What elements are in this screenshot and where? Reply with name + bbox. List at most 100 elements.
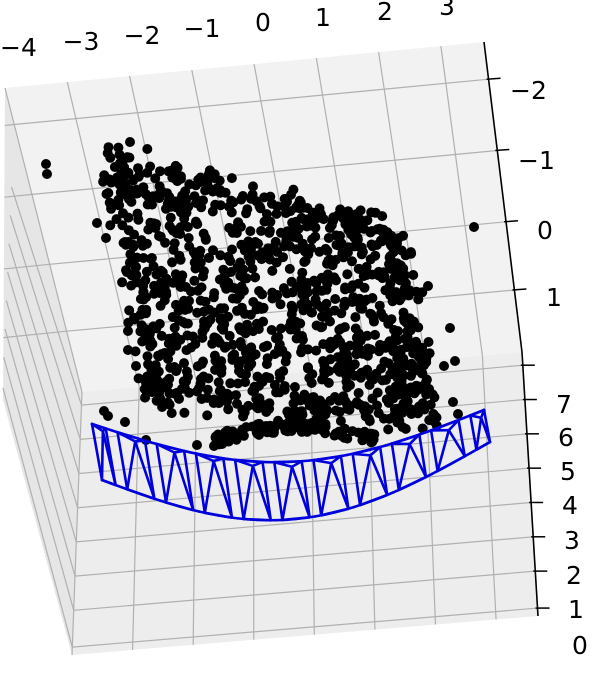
point [417, 368, 427, 379]
grid-line [71, 391, 83, 656]
point [197, 332, 208, 343]
point [141, 266, 152, 277]
point [453, 409, 463, 419]
point [117, 220, 128, 231]
point [306, 378, 317, 388]
point [395, 260, 406, 271]
point [339, 424, 350, 434]
camera-edge [390, 442, 401, 492]
point [247, 386, 258, 396]
point [117, 277, 128, 288]
point [359, 223, 370, 234]
point [393, 233, 404, 244]
point [209, 288, 220, 299]
z-tick-label: 1 [568, 595, 584, 624]
point [220, 269, 231, 280]
grid-line [3, 357, 75, 611]
point [237, 191, 248, 201]
camera-edge [306, 458, 319, 463]
camera-edge [447, 428, 467, 458]
point [284, 263, 295, 274]
point [413, 351, 424, 362]
grid-line [378, 52, 426, 361]
x-tick-label: 3 [439, 0, 455, 21]
point [325, 395, 336, 406]
grid-line [76, 501, 532, 543]
y-tick-mark [512, 288, 527, 291]
point [365, 254, 376, 265]
camera-edge [182, 449, 195, 512]
point [223, 426, 234, 437]
point [350, 323, 361, 334]
point [335, 416, 346, 426]
point [123, 326, 133, 336]
point [207, 338, 218, 349]
camera-edge [352, 502, 366, 509]
camera-edge [247, 459, 260, 464]
camera-edge [133, 440, 156, 501]
point [405, 404, 416, 415]
point [261, 209, 272, 220]
point [204, 252, 214, 263]
camera-edge [207, 512, 220, 517]
point [351, 397, 362, 408]
point [105, 220, 116, 231]
camera-edge [236, 517, 249, 521]
y-tick-labels: −2 −1 0 1 [510, 76, 562, 312]
camera-edge [218, 456, 231, 461]
camera-edge [212, 459, 234, 519]
point [124, 305, 135, 316]
point [322, 245, 333, 256]
grid-line [4, 328, 76, 577]
point [269, 380, 280, 390]
point [316, 285, 327, 296]
point [353, 343, 364, 354]
camera-edge [463, 412, 476, 420]
point [247, 189, 258, 200]
point [175, 334, 186, 345]
point [138, 182, 149, 193]
point [132, 208, 143, 219]
point [383, 424, 394, 435]
camera-edge [423, 427, 437, 434]
point [172, 363, 182, 374]
camera-edge [414, 431, 427, 438]
camera-edge [110, 482, 123, 489]
point [239, 407, 250, 418]
grid-line [14, 78, 489, 126]
camera-edge [418, 433, 428, 479]
point [150, 173, 161, 184]
camera-edge [188, 451, 202, 456]
camera-edge [478, 440, 492, 449]
point [342, 433, 353, 444]
point [366, 309, 377, 320]
camera-edge [300, 459, 311, 519]
point [173, 315, 184, 326]
point [140, 392, 150, 403]
point [195, 245, 206, 256]
point [137, 308, 148, 319]
point [167, 257, 178, 268]
point [239, 273, 250, 284]
point [280, 356, 291, 367]
grid-line [4, 193, 33, 198]
point [236, 302, 247, 313]
point [377, 273, 388, 284]
x-tick-label: 2 [377, 0, 393, 26]
camera-edge [149, 496, 162, 502]
point [268, 242, 279, 253]
point [367, 269, 378, 280]
point [192, 440, 202, 450]
point [145, 161, 156, 172]
point [132, 252, 142, 263]
camera-edge [469, 446, 482, 455]
point [183, 233, 194, 243]
point [174, 250, 185, 261]
x-tick-label: 1 [315, 3, 331, 32]
point [262, 353, 273, 364]
point [162, 198, 173, 209]
point [339, 300, 350, 311]
camera-edge [233, 458, 245, 521]
point [190, 180, 201, 191]
point [310, 294, 321, 305]
